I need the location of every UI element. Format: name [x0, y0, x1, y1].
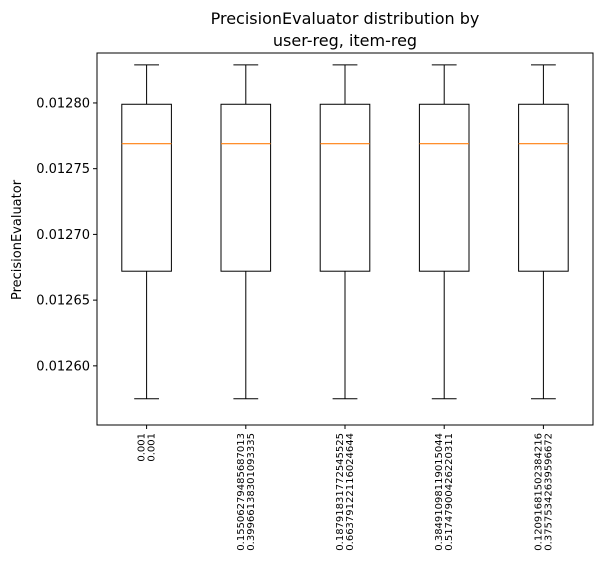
x-tick-label-line-1: 0.001 [137, 433, 148, 462]
y-axis-label: PrecisionEvaluator [10, 179, 25, 300]
box-4 [418, 64, 470, 400]
x-tick-label-line-2: 0.001 [147, 433, 158, 462]
iqr-box [121, 103, 172, 272]
x-tick-label-line-1: 0.18791831772545525 [335, 433, 346, 551]
x-tick-label-line-1: 0.12091681502384216 [533, 433, 544, 551]
x-tick-label-line-2: 0.51747900426220311 [444, 433, 455, 551]
y-tick-label: 0.01260 [36, 359, 90, 374]
x-tick-label-line-1: 0.38491098119015044 [434, 433, 445, 551]
y-tick-label: 0.01280 [36, 96, 90, 111]
x-tick-label-line-2: 0.39966138301093335 [246, 433, 257, 551]
box-5 [518, 64, 569, 400]
box-3 [319, 64, 371, 400]
iqr-box [518, 103, 569, 272]
boxes-group [121, 64, 569, 400]
x-axis-ticks: 0.001 0.001 0.15506279485687013 0.399661383… [137, 425, 554, 551]
y-tick-label: 0.01265 [36, 294, 90, 309]
box-1 [121, 64, 172, 400]
x-tick-label-line-1: 0.15506279485687013 [236, 433, 247, 551]
box-2 [220, 64, 272, 400]
iqr-box [319, 103, 371, 272]
x-tick-label-line-2: 0.66379122116024644 [345, 433, 356, 551]
y-tick-label: 0.01270 [36, 228, 90, 243]
chart-title-line-1: PrecisionEvaluator distribution by [211, 9, 480, 28]
x-tick-label-line-2: 0.37575342639596672 [543, 433, 554, 551]
iqr-box [418, 103, 470, 272]
chart-title-line-2: user-reg, item-reg [273, 31, 417, 50]
iqr-box [220, 103, 272, 272]
y-axis-ticks: 0.01260 0.01265 0.01270 0.01275 0.01280 [36, 96, 97, 374]
y-tick-label: 0.01275 [36, 162, 90, 177]
